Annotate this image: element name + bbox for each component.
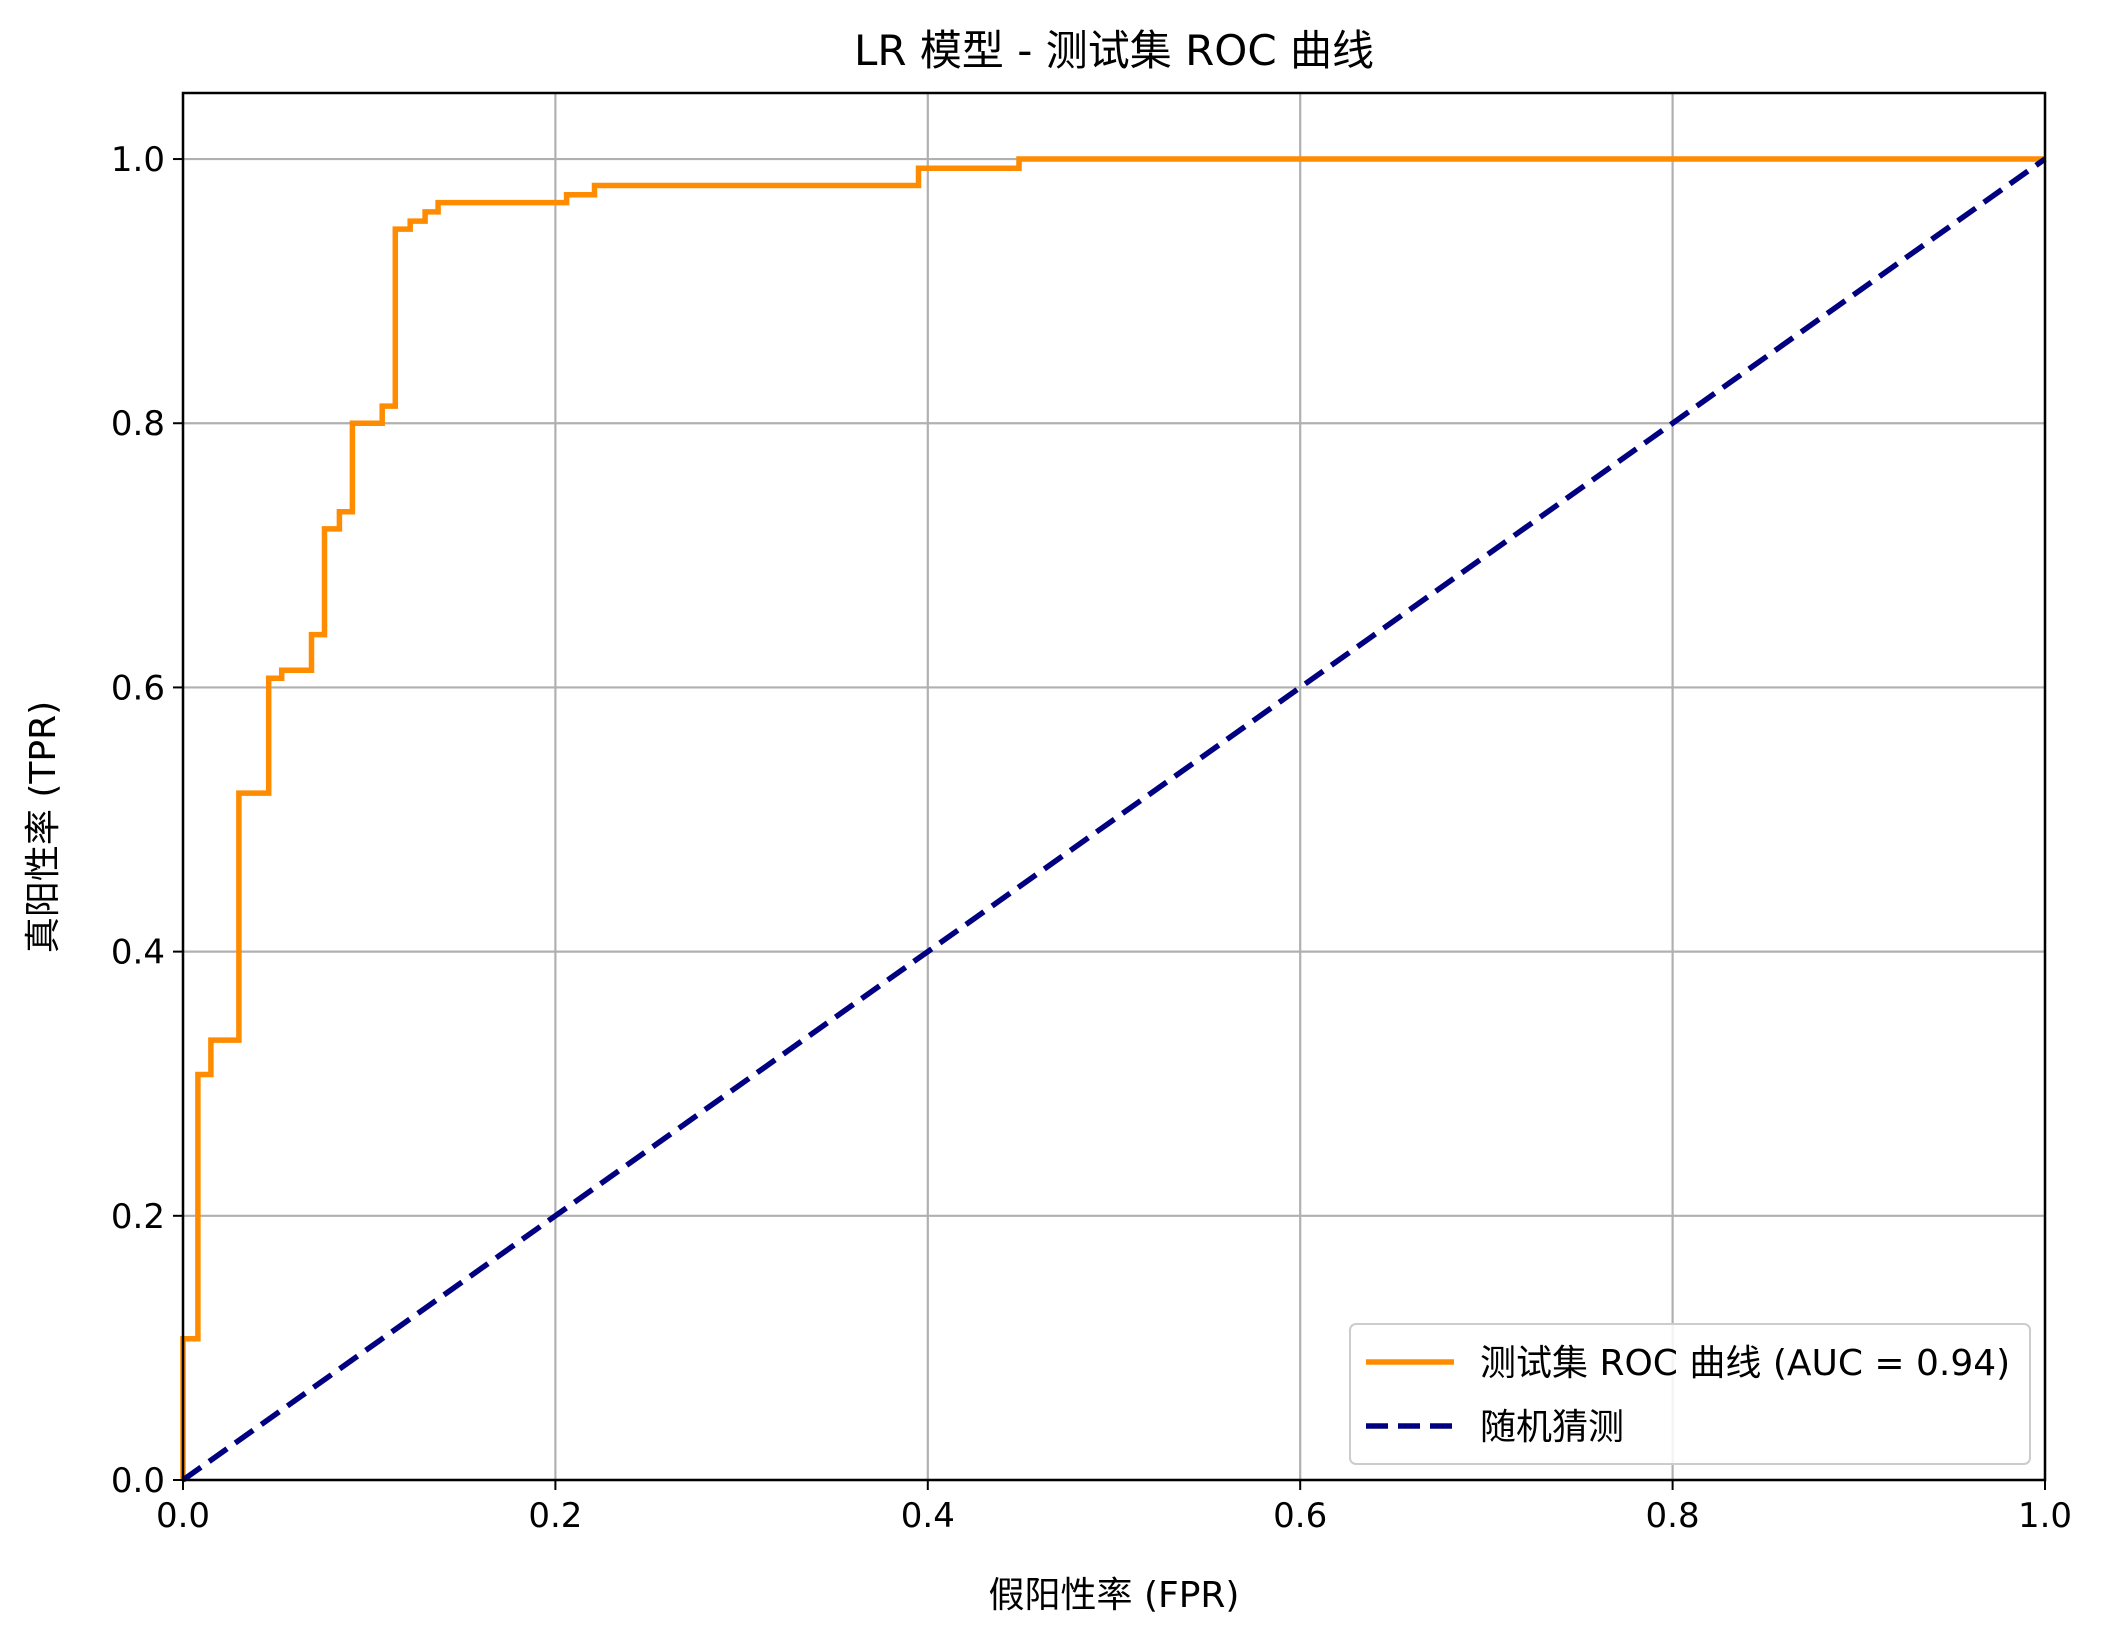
y-tick-label: 0.6: [111, 668, 165, 708]
x-axis-label: 假阳性率 (FPR): [989, 1575, 1240, 1616]
y-axis-label: 真阳性率 (TPR): [23, 701, 64, 953]
x-tick-label: 0.0: [156, 1496, 210, 1536]
y-tick-label: 1.0: [111, 140, 165, 180]
x-tick-label: 0.8: [1646, 1496, 1700, 1536]
random-guess-line: [181, 156, 2047, 1483]
series-layer: [180, 156, 2047, 1483]
x-tick-label: 0.6: [1273, 1496, 1327, 1536]
plot-frame: [181, 91, 2047, 1482]
y-tick-label: 0.2: [111, 1197, 165, 1237]
x-tick-label: 1.0: [2018, 1496, 2072, 1536]
legend-label: 测试集 ROC 曲线 (AUC = 0.94): [1480, 1343, 2010, 1384]
roc-curve-line: [180, 156, 2045, 1480]
chart-title: LR 模型 - 测试集 ROC 曲线: [854, 26, 1374, 75]
y-tick-label: 0.4: [111, 933, 165, 973]
grid-lines: [181, 93, 2047, 1482]
x-tick-label: 0.2: [528, 1496, 582, 1536]
x-tick-label: 0.4: [901, 1496, 955, 1536]
y-tick-label: 0.0: [111, 1461, 165, 1501]
legend-label: 随机猜测: [1480, 1407, 1624, 1448]
y-tick-label: 0.8: [111, 404, 165, 444]
axis-ticks: 0.0 0.2 0.4 0.6 0.8 1.0 0.0 0.2 0.4 0.6 0.8 1.0: [111, 140, 2072, 1536]
legend-box: [1349, 1323, 2031, 1465]
legend: 测试集 ROC 曲线 (AUC = 0.94) 随机猜测: [1349, 1323, 2031, 1465]
